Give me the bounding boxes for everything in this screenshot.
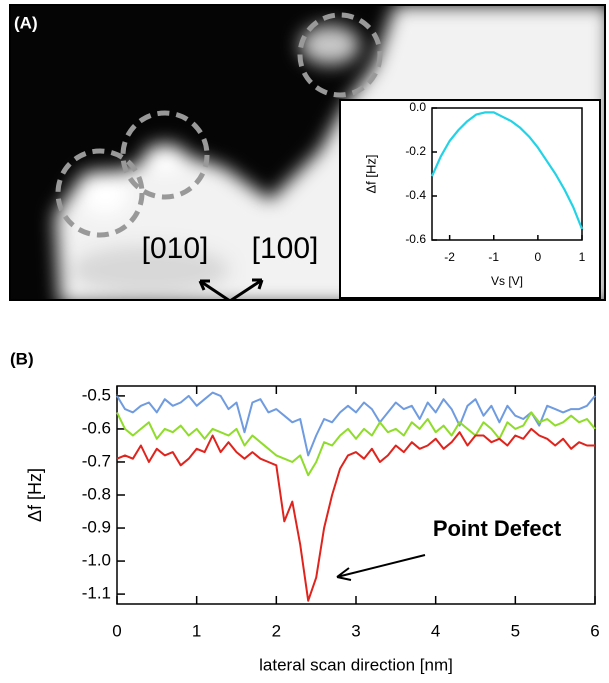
- x-tick-label: 1: [192, 621, 201, 640]
- inset-frame: [339, 99, 601, 299]
- x-tick-label: 6: [590, 621, 599, 640]
- y-tick-label: -0.2: [405, 144, 426, 158]
- x-tick-label: -2: [444, 250, 455, 264]
- data-line: [116, 427, 595, 602]
- y-tick-label: -0.6: [405, 232, 426, 246]
- panel-label: (B): [10, 349, 34, 368]
- y-tick-label: -0.7: [82, 451, 111, 470]
- data-line: [116, 411, 596, 477]
- x-tick-label: 4: [431, 621, 440, 640]
- x-axis-label: lateral scan direction [nm]: [259, 655, 453, 674]
- x-axis-label: Vs [V]: [491, 274, 523, 288]
- y-tick-label: -0.9: [82, 518, 111, 537]
- data-line: [116, 391, 596, 457]
- inset-chart: 0.0 -0.2 -0.4 -0.6 -2 -1 0 1 Vs [V] Δf [Hz]: [363, 100, 585, 288]
- y-tick-label: -0.6: [82, 418, 111, 437]
- x-tick-label: 1: [579, 250, 586, 264]
- panel-label: (A): [14, 13, 38, 32]
- x-tick-label: 0: [535, 250, 542, 264]
- x-tick-label: 5: [511, 621, 520, 640]
- x-tick-label: -1: [488, 250, 499, 264]
- x-tick-label: 2: [272, 621, 281, 640]
- x-tick-label: 0: [112, 621, 121, 640]
- annotation-arrow: [336, 554, 426, 581]
- y-tick-label: -1.0: [82, 551, 111, 570]
- y-tick-label: -0.4: [405, 188, 426, 202]
- line-chart: -0.5 -0.6 -0.7 -0.8 -0.9 -1.0 -1.10 1 2 3 4 5 6 later…: [10, 349, 600, 674]
- image-frame: [9, 4, 606, 301]
- y-axis-label: Δf [Hz]: [363, 154, 378, 193]
- y-axis-label: Δf [Hz]: [25, 468, 45, 522]
- y-tick-label: 0.0: [409, 100, 426, 114]
- y-tick-label: -1.1: [82, 584, 111, 603]
- y-tick-label: -0.5: [82, 385, 111, 404]
- data-line: [430, 111, 584, 230]
- x-tick-label: 3: [351, 621, 360, 640]
- annotation: Point Defect: [433, 516, 562, 541]
- direction-label: [100]: [252, 232, 319, 265]
- y-tick-label: -0.8: [82, 484, 111, 503]
- direction-label: [010]: [142, 232, 209, 265]
